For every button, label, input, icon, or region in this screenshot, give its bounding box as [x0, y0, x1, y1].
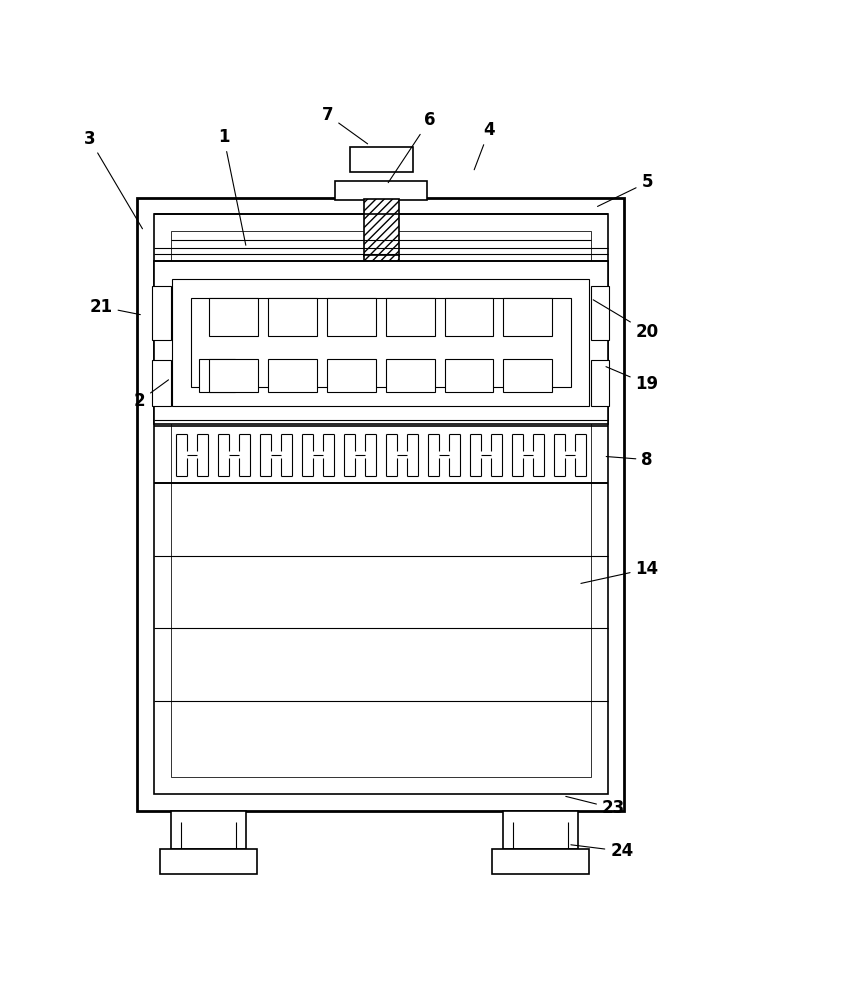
Bar	[444, 359, 493, 392]
Text: 14: 14	[580, 560, 658, 583]
Text: 3: 3	[84, 130, 142, 229]
Bar	[349, 147, 412, 172]
Bar	[171, 231, 590, 777]
Text: 23: 23	[566, 796, 624, 817]
Text: 24: 24	[570, 842, 633, 860]
Text: 1: 1	[218, 128, 246, 245]
Bar	[327, 298, 375, 336]
Text: 20: 20	[593, 300, 658, 341]
Bar	[154, 261, 607, 424]
Bar	[503, 298, 552, 336]
Bar	[152, 286, 171, 340]
Text: 5: 5	[597, 173, 652, 206]
Bar	[172, 279, 589, 406]
Bar	[268, 298, 316, 336]
Bar	[152, 360, 171, 406]
Text: 4: 4	[473, 121, 495, 170]
Bar	[199, 359, 235, 392]
Text: 6: 6	[388, 111, 435, 183]
Bar	[590, 360, 608, 406]
Bar	[386, 298, 434, 336]
Text: 2: 2	[134, 380, 168, 410]
Bar	[160, 849, 257, 874]
Bar	[268, 359, 316, 392]
Bar	[363, 255, 399, 297]
Bar	[137, 198, 624, 811]
Bar	[590, 286, 608, 340]
Bar	[491, 849, 588, 874]
Bar	[334, 181, 426, 200]
Bar	[363, 199, 399, 256]
Bar	[154, 214, 607, 794]
Bar	[191, 298, 570, 387]
Bar	[327, 359, 375, 392]
Bar	[502, 811, 577, 849]
Bar	[209, 359, 258, 392]
Text: 21: 21	[90, 298, 140, 316]
Bar	[503, 359, 552, 392]
Text: 7: 7	[322, 106, 367, 144]
Bar	[171, 811, 246, 849]
Bar	[444, 298, 493, 336]
Bar	[386, 359, 434, 392]
Text: 8: 8	[606, 451, 652, 469]
Bar	[209, 298, 258, 336]
Text: 19: 19	[606, 367, 658, 393]
